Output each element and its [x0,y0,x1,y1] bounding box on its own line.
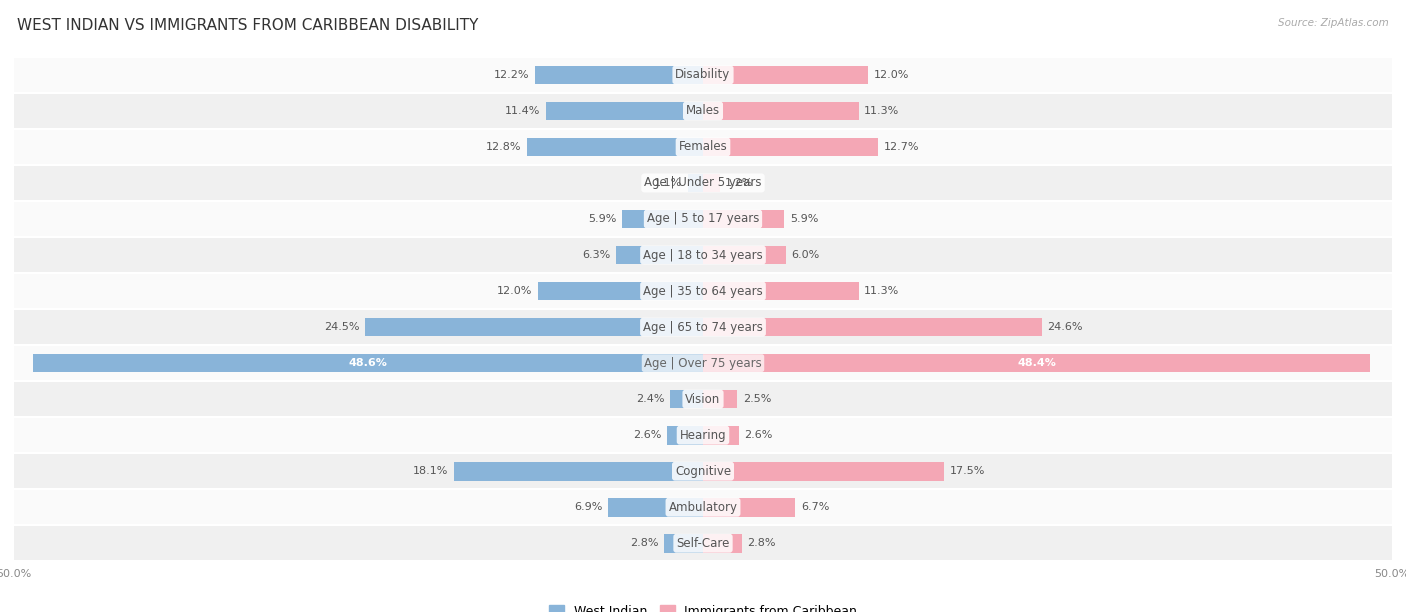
Text: Ambulatory: Ambulatory [668,501,738,513]
Bar [14,93,1392,129]
Text: 12.7%: 12.7% [883,142,920,152]
Bar [14,165,1392,201]
Bar [703,138,877,156]
Bar [703,174,720,192]
Bar [616,245,703,264]
Bar [703,462,945,480]
Bar [688,174,703,192]
Text: 1.1%: 1.1% [654,178,682,188]
Bar [14,309,1392,345]
Bar [366,318,703,337]
Text: Self-Care: Self-Care [676,537,730,550]
Bar [703,65,869,84]
Bar [668,426,703,444]
Text: Age | 18 to 34 years: Age | 18 to 34 years [643,248,763,261]
Bar [527,138,703,156]
Text: 6.0%: 6.0% [792,250,820,260]
Text: Cognitive: Cognitive [675,465,731,478]
Bar [703,390,738,408]
Bar [537,282,703,300]
Bar [703,245,786,264]
Bar [14,525,1392,561]
Text: 12.8%: 12.8% [485,142,522,152]
Bar [534,65,703,84]
Bar [703,102,859,121]
Text: 12.0%: 12.0% [875,70,910,80]
Text: WEST INDIAN VS IMMIGRANTS FROM CARIBBEAN DISABILITY: WEST INDIAN VS IMMIGRANTS FROM CARIBBEAN… [17,18,478,34]
Text: 11.3%: 11.3% [865,286,900,296]
Text: 24.5%: 24.5% [325,322,360,332]
Text: 6.9%: 6.9% [574,502,602,512]
Text: Hearing: Hearing [679,428,727,442]
Bar [703,282,859,300]
Text: 2.4%: 2.4% [636,394,665,404]
Text: 2.6%: 2.6% [744,430,773,440]
Text: 2.8%: 2.8% [747,538,776,548]
Bar [665,534,703,553]
Bar [703,534,741,553]
Text: 6.3%: 6.3% [582,250,610,260]
Bar [703,498,796,517]
Bar [703,318,1042,337]
Text: Age | 35 to 64 years: Age | 35 to 64 years [643,285,763,297]
Bar [14,381,1392,417]
Bar [546,102,703,121]
Text: Age | Over 75 years: Age | Over 75 years [644,357,762,370]
Bar [34,354,703,373]
Bar [14,273,1392,309]
Text: 2.6%: 2.6% [633,430,662,440]
Bar [14,453,1392,489]
Text: Age | 5 to 17 years: Age | 5 to 17 years [647,212,759,225]
Text: 17.5%: 17.5% [949,466,986,476]
Bar [14,129,1392,165]
Text: 48.6%: 48.6% [349,358,388,368]
Text: 1.2%: 1.2% [725,178,754,188]
Bar [607,498,703,517]
Text: 2.8%: 2.8% [630,538,659,548]
Text: Age | 65 to 74 years: Age | 65 to 74 years [643,321,763,334]
Text: 6.7%: 6.7% [801,502,830,512]
Text: Disability: Disability [675,69,731,81]
Text: 5.9%: 5.9% [790,214,818,224]
Text: 11.4%: 11.4% [505,106,540,116]
Legend: West Indian, Immigrants from Caribbean: West Indian, Immigrants from Caribbean [544,600,862,612]
Text: Females: Females [679,140,727,154]
Text: Age | Under 5 years: Age | Under 5 years [644,176,762,190]
Text: 48.4%: 48.4% [1017,358,1056,368]
Bar [669,390,703,408]
Text: 12.0%: 12.0% [496,286,531,296]
Bar [14,237,1392,273]
Bar [14,201,1392,237]
Text: 5.9%: 5.9% [588,214,616,224]
Bar [703,426,738,444]
Bar [14,417,1392,453]
Bar [14,345,1392,381]
Text: 18.1%: 18.1% [413,466,449,476]
Bar [703,210,785,228]
Bar [703,354,1369,373]
Bar [454,462,703,480]
Bar [621,210,703,228]
Text: 12.2%: 12.2% [494,70,530,80]
Text: 24.6%: 24.6% [1047,322,1083,332]
Text: Males: Males [686,105,720,118]
Bar [14,57,1392,93]
Bar [14,489,1392,525]
Text: Source: ZipAtlas.com: Source: ZipAtlas.com [1278,18,1389,28]
Text: Vision: Vision [685,393,721,406]
Text: 2.5%: 2.5% [742,394,772,404]
Text: 11.3%: 11.3% [865,106,900,116]
